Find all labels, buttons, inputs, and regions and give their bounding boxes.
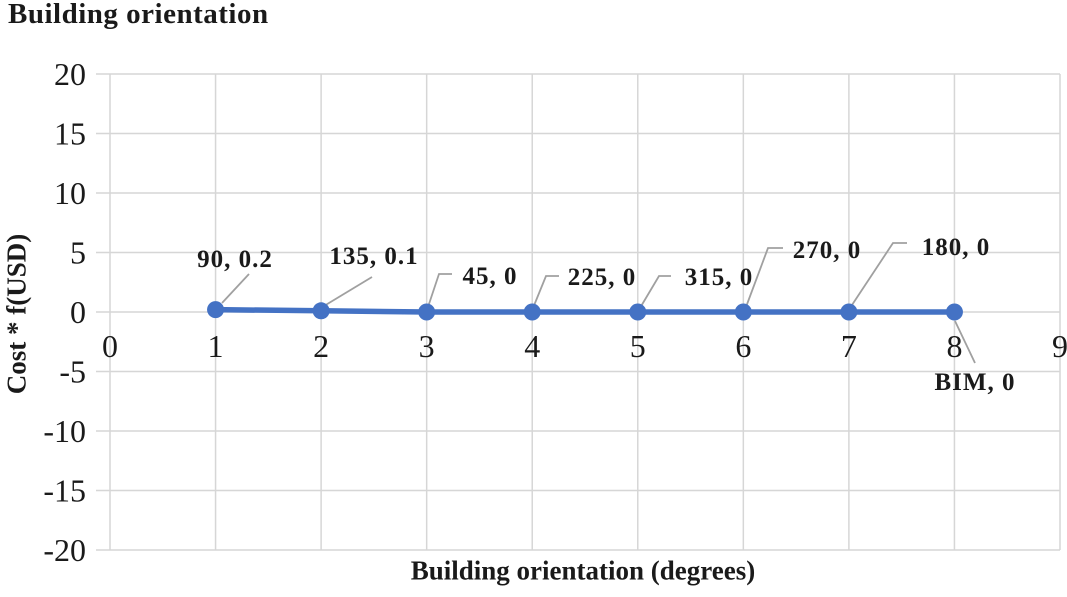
x-tick-label: 3 — [419, 328, 435, 364]
y-tick-label: -20 — [43, 532, 86, 568]
data-label: 315, 0 — [685, 264, 754, 291]
x-tick-label: 0 — [102, 328, 118, 364]
data-label: 135, 0.1 — [329, 243, 418, 270]
data-point-marker — [840, 303, 858, 321]
leader-line — [954, 320, 976, 364]
leader-line — [323, 276, 373, 307]
y-tick-label: -15 — [43, 473, 86, 509]
leader-line — [745, 247, 783, 308]
y-tick-label: 20 — [54, 56, 86, 92]
x-tick-label: 7 — [841, 328, 857, 364]
y-tick-label: 10 — [54, 175, 86, 211]
y-tick-label: 15 — [54, 116, 86, 152]
leader-line — [427, 273, 452, 308]
data-point-marker — [629, 303, 647, 321]
x-tick-label: 8 — [946, 328, 962, 364]
leader-line — [221, 273, 250, 304]
data-line — [212, 306, 958, 315]
leader-line — [639, 275, 671, 309]
x-tick-label: 2 — [313, 328, 329, 364]
data-label: 45, 0 — [463, 263, 518, 290]
x-tick-label: 9 — [1052, 328, 1067, 364]
y-tick-label: 5 — [70, 235, 86, 271]
leader-line — [532, 275, 559, 309]
chart-title: Building orientation — [8, 0, 269, 30]
data-point-marker — [207, 301, 225, 319]
data-label: 180, 0 — [922, 234, 991, 261]
x-tick-label: 1 — [208, 328, 224, 364]
data-point-marker — [523, 303, 541, 321]
y-tick-label: 0 — [70, 294, 86, 330]
data-point-marker — [734, 303, 752, 321]
data-point-marker — [418, 303, 436, 321]
data-label: 90, 0.2 — [197, 246, 273, 273]
data-label: 225, 0 — [568, 264, 637, 291]
x-axis-title: Building orientation (degrees) — [410, 555, 756, 586]
x-tick-label: 5 — [630, 328, 646, 364]
data-point-marker — [312, 302, 330, 320]
leader-line — [849, 242, 907, 309]
x-tick-label: 6 — [735, 328, 751, 364]
x-tick-label: 4 — [524, 328, 540, 364]
y-tick-label: -10 — [43, 413, 86, 449]
data-label: 270, 0 — [793, 237, 862, 264]
data-point-marker — [945, 303, 963, 321]
y-tick-label: -5 — [59, 354, 86, 390]
data-label: BIM, 0 — [935, 369, 1016, 396]
